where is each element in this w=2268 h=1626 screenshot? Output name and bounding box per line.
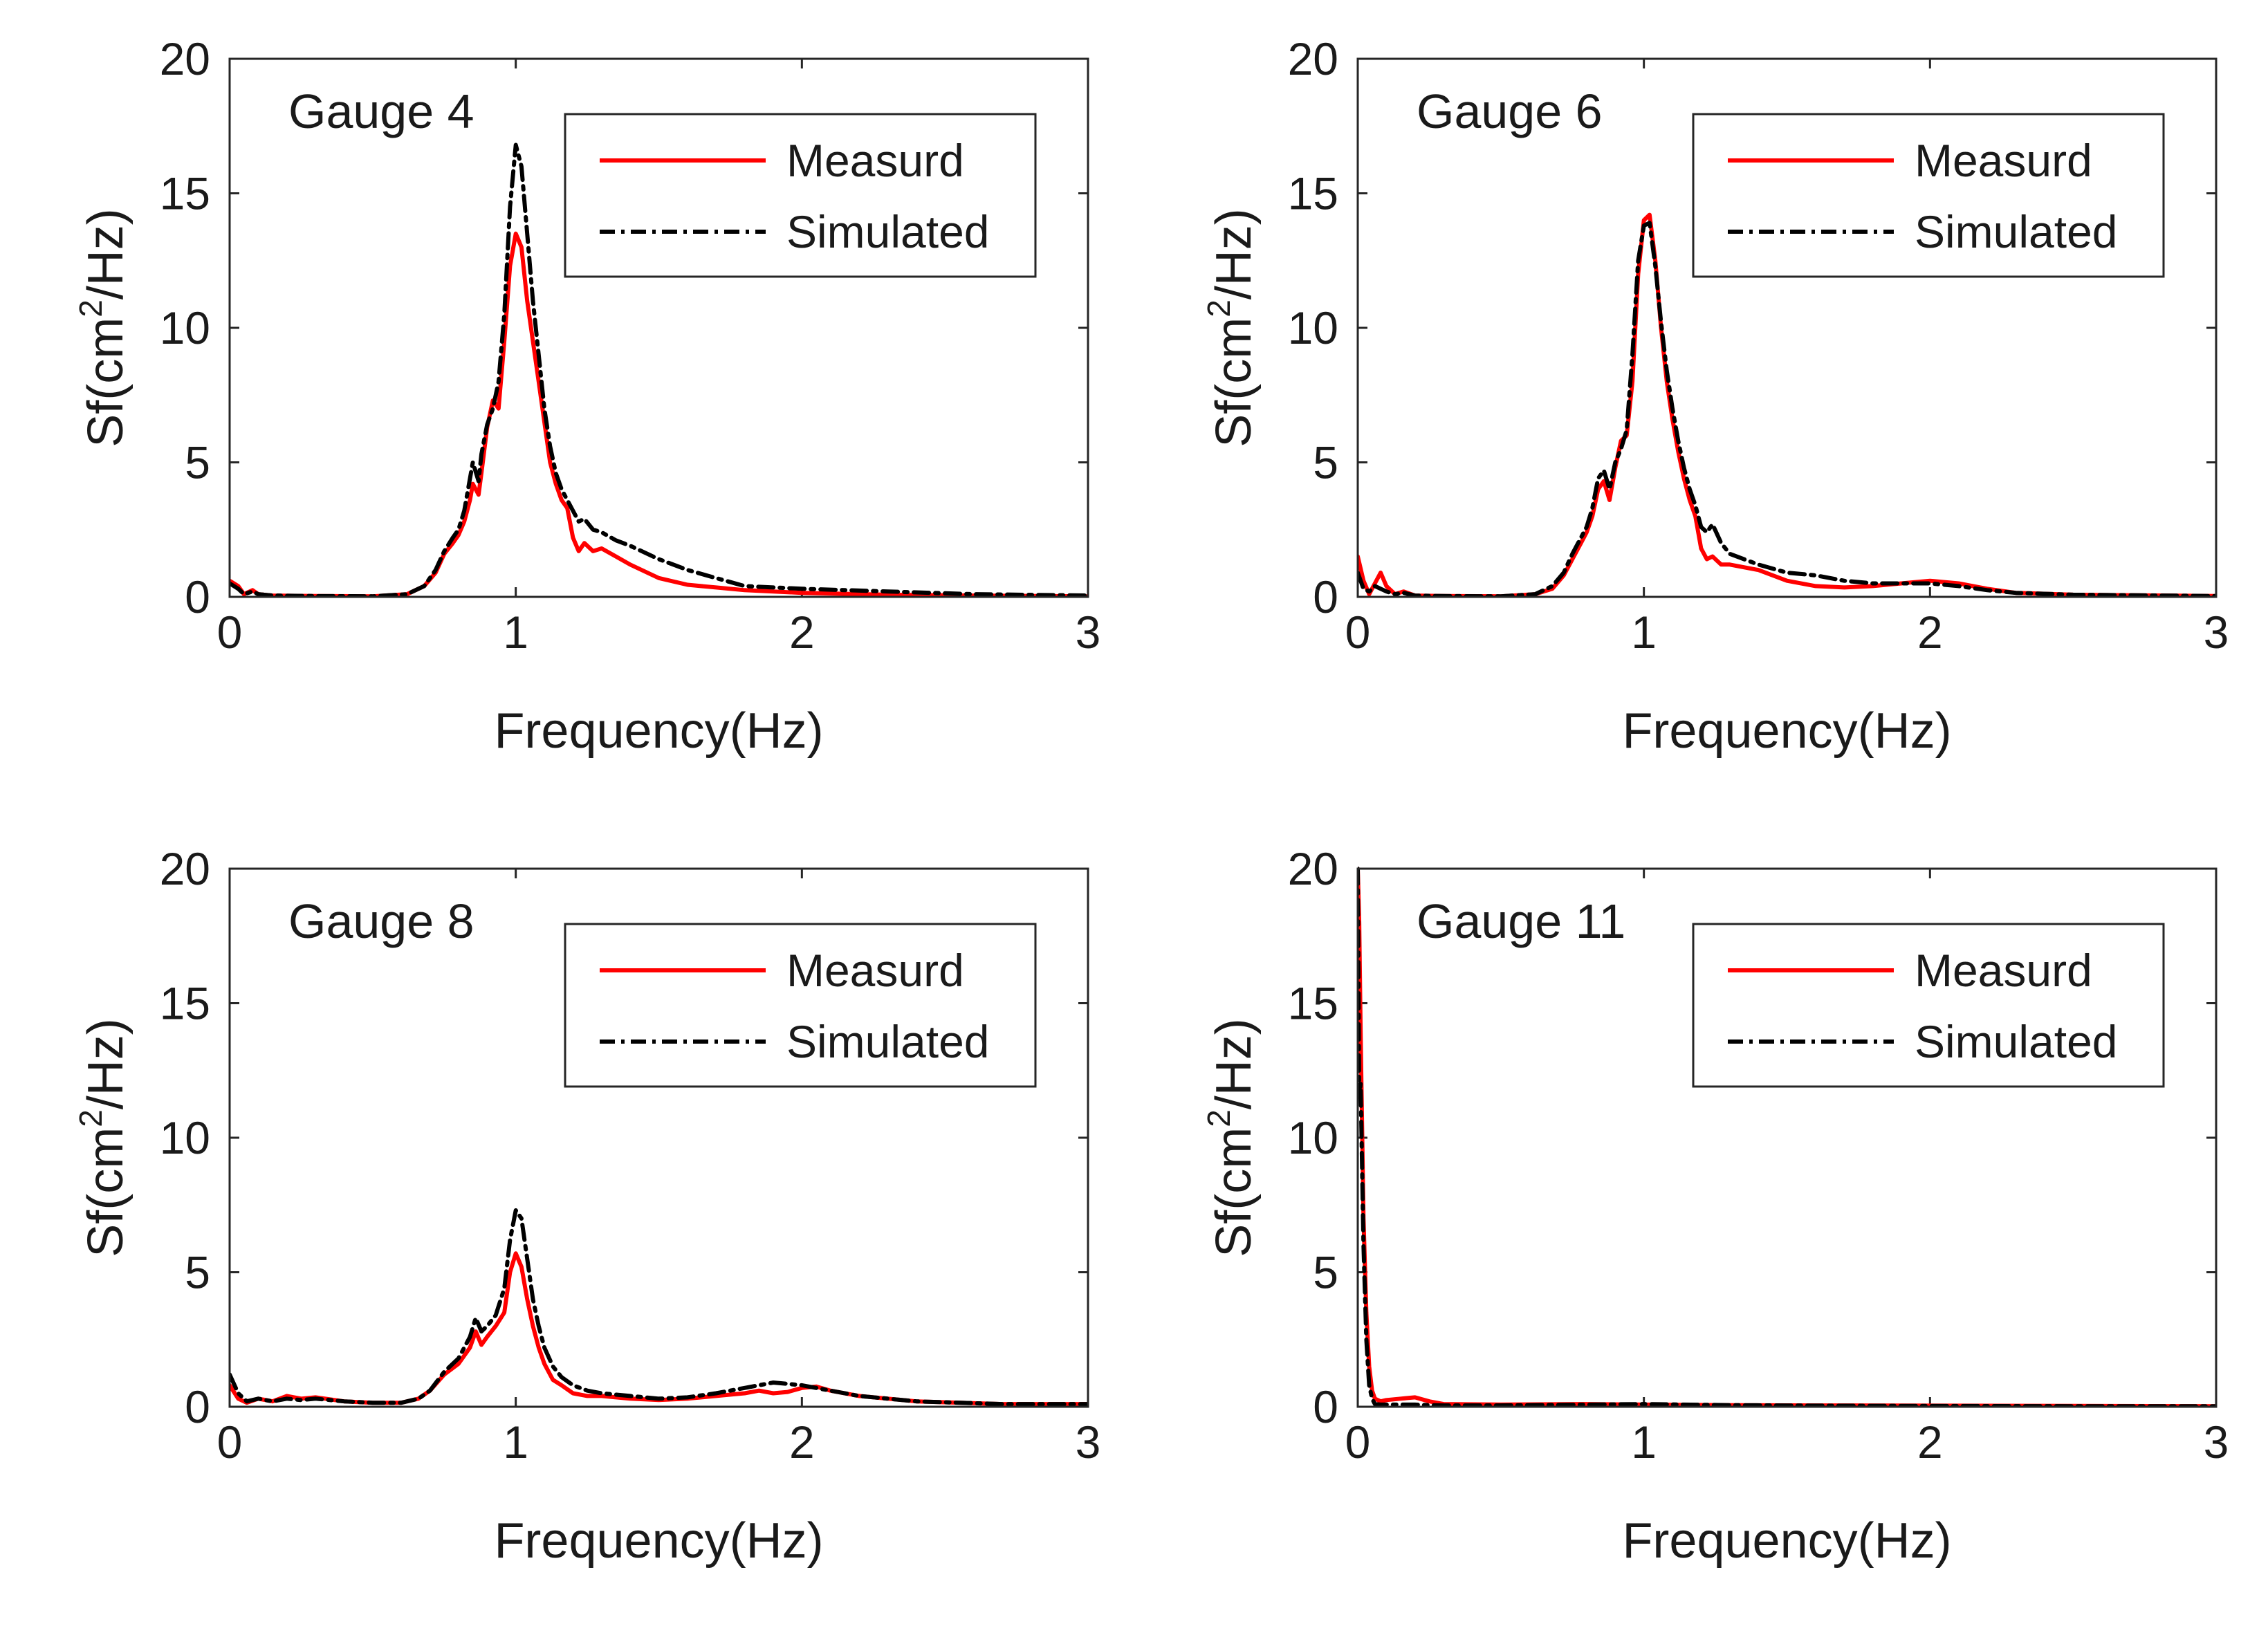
y-tick-label: 10 [160,1112,210,1163]
y-tick-label: 15 [1288,168,1338,219]
x-axis-label: Frequency(Hz) [494,1513,823,1569]
y-axis-label-prefix: Sf(cm [78,1127,133,1257]
y-tick-label: 10 [1288,302,1338,353]
series-line-simulated [230,1208,1088,1407]
axes-frame [228,867,1089,1408]
x-tick-label: 2 [789,607,815,658]
x-tick-label: 2 [789,1416,815,1468]
x-tick-label: 3 [2204,1416,2229,1468]
x-axis-label: Frequency(Hz) [494,703,823,759]
x-tick-label: 1 [1631,1416,1657,1468]
legend: Measurd Simulated [1692,923,2165,1088]
x-tick-label: 3 [2204,607,2229,658]
legend-label-measurd: Measurd [1915,945,2092,996]
x-tick-label: 1 [1631,607,1657,658]
x-tick-label: 0 [217,1416,243,1468]
legend-box [564,923,1037,1088]
y-axis-label-sup: 2 [73,299,109,317]
y-axis-label-suffix: /Hz) [78,208,133,299]
y-tick-label: 0 [1313,1381,1338,1432]
y-axis-label-sup: 2 [73,1109,109,1127]
gauge-label: Gauge 6 [1417,84,1603,138]
y-axis-label: Sf(cm2/Hz) [1201,1018,1262,1257]
axes-frame [1356,867,2218,1408]
y-tick-label: 20 [160,33,210,84]
gauge-label: Gauge 11 [1417,894,1625,948]
chart-panel-3: 0 1 2 3 0 5 10 15 20 Gauge 8 Measurd Simulated Frequ… [73,843,1100,1569]
y-tick-label: 20 [160,843,210,894]
y-tick-label: 20 [1288,33,1338,84]
y-axis-label-suffix: /Hz) [1206,1018,1262,1109]
legend-label-simulated: Simulated [1915,1016,2118,1067]
y-axis-label-suffix: /Hz) [78,1018,133,1109]
x-tick-label: 3 [1076,607,1101,658]
legend: Measurd Simulated [564,113,1037,278]
y-tick-label: 15 [160,978,210,1029]
x-tick-label: 0 [217,607,243,658]
y-tick-label: 20 [1288,843,1338,894]
x-tick-label: 2 [1917,1416,1943,1468]
chart-panel-4: 0 1 2 3 0 5 10 15 20 Gauge 11 Measurd Simulated Freq… [1201,843,2229,1569]
y-axis-label-prefix: Sf(cm [1206,317,1262,447]
y-tick-label: 5 [1313,437,1338,488]
series-line-simulated [230,142,1088,597]
legend-box [1692,923,2165,1088]
axes-frame [228,57,1089,598]
y-tick-label: 5 [1313,1247,1338,1298]
x-tick-label: 1 [503,1416,528,1468]
y-axis-label-sup: 2 [1201,299,1237,317]
x-tick-label: 0 [1345,1416,1371,1468]
legend-label-simulated: Simulated [786,206,990,257]
chart-panel-2: 0 1 2 3 0 5 10 15 20 Gauge 6 Measurd Simulated Frequ… [1201,33,2229,759]
gauge-label: Gauge 8 [288,894,474,948]
legend-label-measurd: Measurd [786,945,964,996]
gauge-label: Gauge 4 [288,84,474,138]
series-line-simulated [1358,867,2216,1407]
x-tick-label: 1 [503,607,528,658]
legend-label-measurd: Measurd [786,135,964,186]
y-axis-label-prefix: Sf(cm [1206,1127,1262,1257]
x-axis-label: Frequency(Hz) [1622,703,1951,759]
axes-frame [1356,57,2218,598]
legend-box [564,113,1037,278]
y-axis-label: Sf(cm2/Hz) [73,1018,133,1257]
y-axis-label-suffix: /Hz) [1206,208,1262,299]
legend-label-simulated: Simulated [1915,206,2118,257]
y-tick-label: 15 [160,168,210,219]
y-axis-label: Sf(cm2/Hz) [1201,208,1262,447]
y-axis-label-prefix: Sf(cm [78,317,133,447]
legend: Measurd Simulated [1692,113,2165,278]
x-axis-label: Frequency(Hz) [1622,1513,1951,1569]
y-tick-label: 0 [1313,571,1338,622]
x-tick-label: 0 [1345,607,1371,658]
y-tick-label: 5 [185,1247,210,1298]
y-tick-label: 15 [1288,978,1338,1029]
legend-box [1692,113,2165,278]
legend: Measurd Simulated [564,923,1037,1088]
chart-panel-1: 0 1 2 3 0 5 10 15 20 Gauge 4 Measurd Simulated Frequ… [73,33,1100,759]
y-tick-label: 5 [185,437,210,488]
x-tick-label: 2 [1917,607,1943,658]
series-line-measurd [1358,867,2216,1407]
y-tick-label: 10 [160,302,210,353]
y-axis-label-sup: 2 [1201,1109,1237,1127]
y-axis-label: Sf(cm2/Hz) [73,208,133,447]
y-tick-label: 10 [1288,1112,1338,1163]
legend-label-measurd: Measurd [1915,135,2092,186]
y-tick-label: 0 [185,571,210,622]
x-tick-label: 3 [1076,1416,1101,1468]
legend-label-simulated: Simulated [786,1016,990,1067]
y-tick-label: 0 [185,1381,210,1432]
